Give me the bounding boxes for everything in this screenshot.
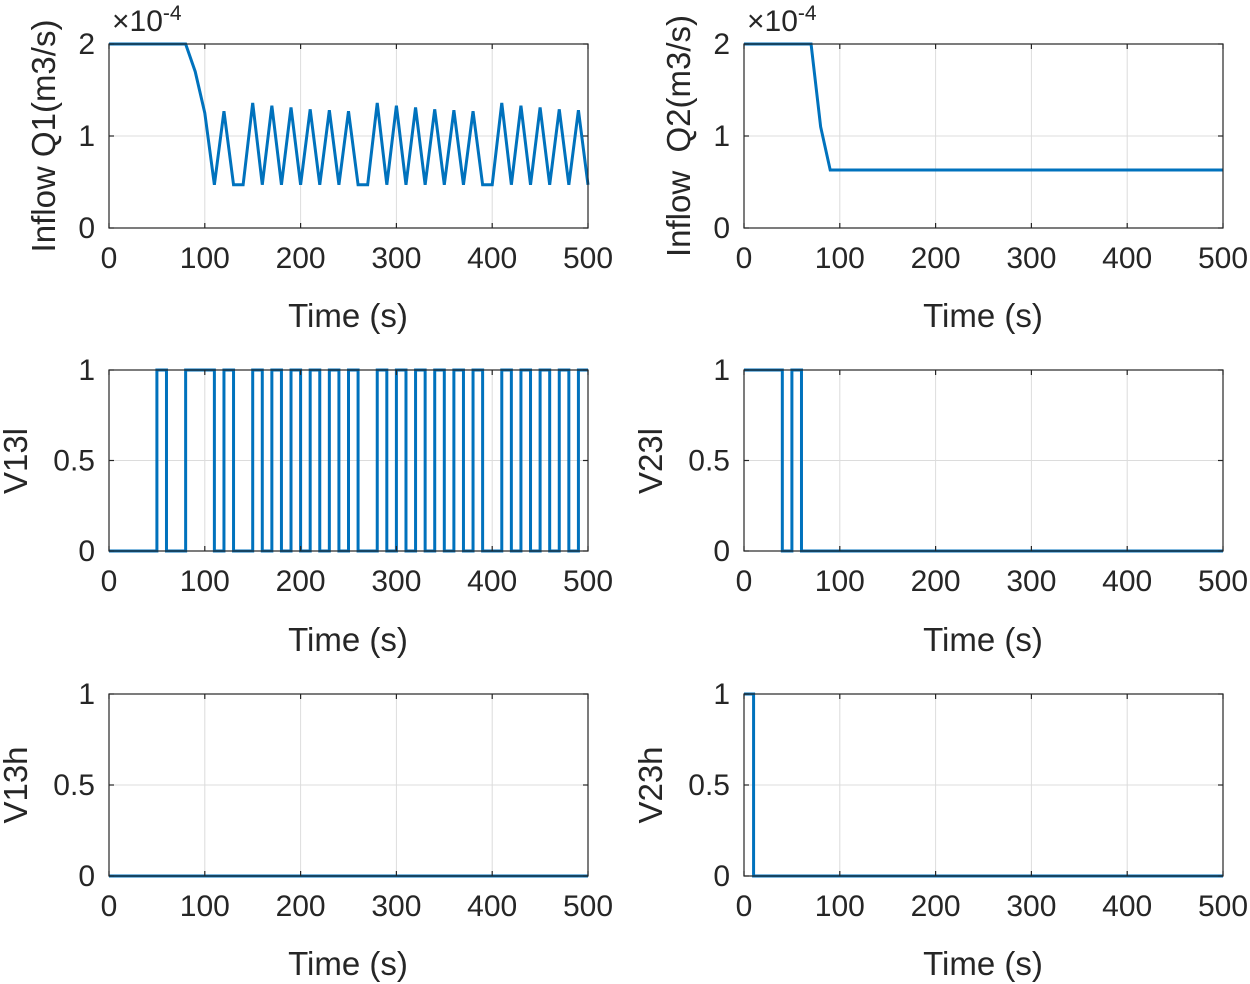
y-tick-label: 1 (713, 120, 730, 153)
y-tick-label: 0.5 (688, 769, 730, 802)
x-tick-label: 0 (101, 242, 118, 275)
x-axis-label: Time (s) (288, 945, 408, 982)
series-group (109, 368, 588, 553)
x-tick-label: 500 (1198, 565, 1248, 598)
grid (743, 43, 1224, 229)
y-axis-label: V23h (632, 746, 669, 823)
y-axis-label: Inflow Q2(m3/s) (660, 15, 697, 257)
y-tick-label: 0 (78, 860, 95, 893)
x-axis-label: Time (s) (923, 945, 1043, 982)
x-tick-label: 300 (1006, 242, 1056, 275)
tick-labels: 0 100 200 300 400 500 0 0.5 1 (53, 678, 613, 923)
x-tick-label: 200 (276, 565, 326, 598)
y-tick-label: 1 (713, 354, 730, 387)
y-tick-label: 0.5 (688, 445, 730, 478)
axis-exponent: ×10-4 (112, 2, 182, 38)
x-tick-label: 0 (736, 890, 753, 923)
x-tick-label: 300 (371, 242, 421, 275)
tick-labels: 0 100 200 300 400 500 0 1 2 (78, 28, 613, 275)
x-tick-label: 200 (911, 242, 961, 275)
y-axis-label: V13l (0, 428, 34, 494)
panel-q2: 0 100 200 300 400 500 0 1 2 ×10-4 Time (s) Inflo… (660, 2, 1248, 334)
series-line-q2 (744, 42, 1223, 172)
y-tick-label: 0 (713, 535, 730, 568)
x-tick-label: 300 (371, 565, 421, 598)
x-tick-label: 300 (1006, 565, 1056, 598)
y-axis-label: Inflow Q1(m3/s) (25, 20, 62, 253)
x-tick-label: 100 (180, 890, 230, 923)
x-tick-label: 500 (1198, 242, 1248, 275)
y-tick-label: 0 (713, 212, 730, 245)
y-tick-label: 2 (78, 28, 95, 61)
x-tick-label: 200 (911, 565, 961, 598)
y-tick-label: 0 (78, 535, 95, 568)
x-tick-label: 200 (276, 242, 326, 275)
x-tick-label: 500 (563, 242, 613, 275)
tick-labels: 0 100 200 300 400 500 0 0.5 1 (53, 354, 613, 598)
x-tick-label: 400 (1102, 242, 1152, 275)
x-tick-label: 200 (911, 890, 961, 923)
grid (108, 693, 589, 877)
panel-v23l: 0 100 200 300 400 500 0 0.5 1 Time (s) V23l (632, 354, 1248, 658)
x-tick-label: 0 (101, 890, 118, 923)
x-tick-label: 100 (815, 242, 865, 275)
series-line-q1 (109, 42, 590, 187)
y-axis-label: V23l (632, 428, 669, 494)
x-axis-label: Time (s) (288, 621, 408, 658)
y-tick-label: 0.5 (53, 445, 95, 478)
x-tick-label: 100 (180, 242, 230, 275)
y-tick-label: 2 (713, 28, 730, 61)
panel-q1: 0 100 200 300 400 500 0 1 2 ×10-4 Time (s) Inflo… (25, 2, 613, 334)
x-tick-label: 400 (1102, 890, 1152, 923)
x-tick-label: 0 (736, 565, 753, 598)
tick-labels: 0 100 200 300 400 500 0 0.5 1 (688, 678, 1248, 923)
series-line-v23l (744, 368, 1223, 553)
x-tick-label: 300 (1006, 890, 1056, 923)
x-tick-label: 300 (371, 890, 421, 923)
x-tick-label: 500 (563, 565, 613, 598)
y-tick-label: 0.5 (53, 769, 95, 802)
x-tick-label: 500 (1198, 890, 1248, 923)
x-tick-label: 0 (101, 565, 118, 598)
grid (743, 369, 1224, 552)
y-tick-label: 0 (713, 860, 730, 893)
y-tick-label: 1 (78, 678, 95, 711)
tick-labels: 0 100 200 300 400 500 0 0.5 1 (688, 354, 1248, 598)
grid (743, 693, 1224, 877)
x-tick-label: 0 (736, 242, 753, 275)
y-tick-label: 1 (78, 120, 95, 153)
x-axis-label: Time (s) (288, 297, 408, 334)
y-tick-label: 1 (713, 678, 730, 711)
panel-v13l: 0 100 200 300 400 500 0 0.5 1 Time (s) V13l (0, 354, 613, 658)
panel-v13h: 0 100 200 300 400 500 0 0.5 1 Time (s) V13h (0, 678, 613, 982)
x-tick-label: 400 (467, 565, 517, 598)
x-tick-label: 500 (563, 890, 613, 923)
x-axis-label: Time (s) (923, 621, 1043, 658)
axis-exponent: ×10-4 (747, 2, 817, 38)
series-line-v13l (109, 368, 588, 553)
x-axis-label: Time (s) (923, 297, 1043, 334)
panel-v23h: 0 100 200 300 400 500 0 0.5 1 Time (s) V23h (632, 678, 1248, 982)
y-tick-label: 1 (78, 354, 95, 387)
y-axis-label: V13h (0, 746, 34, 823)
series-group (744, 42, 1223, 172)
series-group (744, 368, 1223, 553)
x-tick-label: 100 (815, 890, 865, 923)
x-tick-label: 200 (276, 890, 326, 923)
x-tick-label: 100 (180, 565, 230, 598)
tick-labels: 0 100 200 300 400 500 0 1 2 (713, 28, 1248, 275)
x-tick-label: 100 (815, 565, 865, 598)
y-tick-label: 0 (78, 212, 95, 245)
x-tick-label: 400 (467, 890, 517, 923)
series-group (109, 42, 590, 187)
x-tick-label: 400 (1102, 565, 1152, 598)
x-tick-label: 400 (467, 242, 517, 275)
